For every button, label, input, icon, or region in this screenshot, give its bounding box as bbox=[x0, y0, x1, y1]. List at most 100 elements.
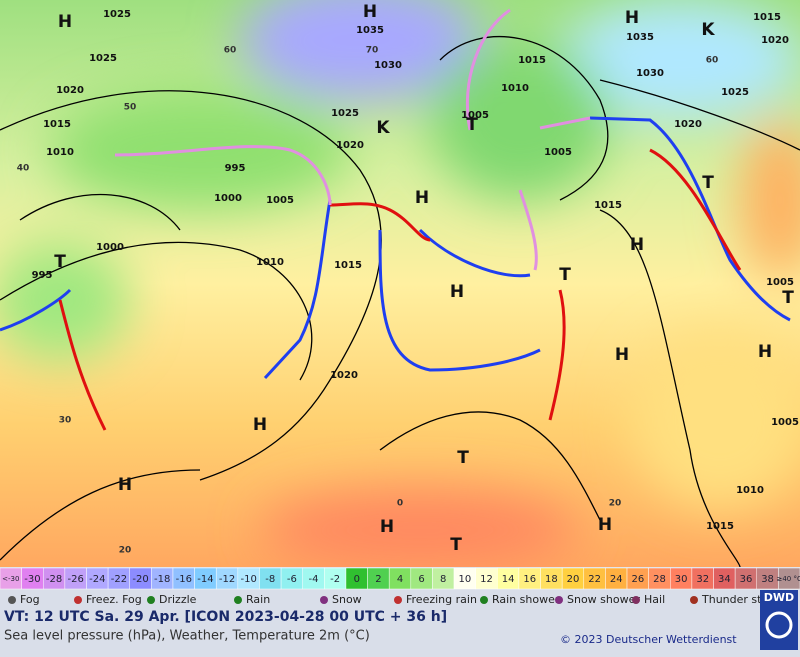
isobar-label: 1015 bbox=[594, 200, 622, 211]
isobar-label: 1015 bbox=[706, 521, 734, 532]
isobar-label: 1015 bbox=[334, 260, 362, 271]
isobar-label: 1020 bbox=[674, 119, 702, 130]
scale-label: -2 bbox=[330, 574, 340, 585]
pressure-center: H bbox=[363, 2, 377, 22]
scale-label: 34 bbox=[718, 574, 731, 585]
pressure-center: T bbox=[450, 535, 462, 555]
scale-label: 30 bbox=[675, 574, 688, 585]
isobar-label: 1000 bbox=[96, 242, 124, 253]
temperature-label: 20 bbox=[609, 499, 622, 509]
scale-label: -20 bbox=[132, 574, 148, 585]
isobar-label: 995 bbox=[225, 163, 246, 174]
scale-label: 22 bbox=[588, 574, 601, 585]
scale-label: 2 bbox=[375, 574, 381, 585]
scale-label: 28 bbox=[653, 574, 666, 585]
isobar-label: 1020 bbox=[761, 35, 789, 46]
scale-label: -12 bbox=[219, 574, 235, 585]
temperature-label: 60 bbox=[224, 46, 237, 56]
isobar-label: 1020 bbox=[330, 370, 358, 381]
temperature-label: 50 bbox=[124, 103, 137, 113]
scale-label: 20 bbox=[567, 574, 580, 585]
pressure-center: H bbox=[253, 415, 267, 435]
scale-label: <-30 bbox=[2, 575, 19, 583]
pressure-center: H bbox=[758, 342, 772, 362]
weather-symbol bbox=[480, 596, 488, 604]
isobar-label: 1005 bbox=[544, 147, 572, 158]
pressure-center: H bbox=[415, 188, 429, 208]
scale-label: 10 bbox=[458, 574, 471, 585]
pressure-center: T bbox=[457, 448, 469, 468]
weather-label: Rain bbox=[246, 593, 270, 606]
scale-label: ≥40 °C bbox=[776, 575, 800, 583]
isobar-label: 1025 bbox=[331, 108, 359, 119]
isobar-label: 1020 bbox=[336, 140, 364, 151]
temperature-label: 20 bbox=[119, 546, 132, 556]
pressure-center: H bbox=[615, 345, 629, 365]
logo-box bbox=[760, 590, 798, 650]
isobar-label: 1025 bbox=[89, 53, 117, 64]
isobar-label: 1010 bbox=[736, 485, 764, 496]
logo-mark bbox=[765, 611, 793, 639]
pressure-center: T bbox=[559, 265, 571, 285]
scale-label: 36 bbox=[740, 574, 753, 585]
logo: DWD bbox=[764, 591, 794, 604]
scale-label: 0 bbox=[354, 574, 360, 585]
pressure-center: K bbox=[376, 118, 390, 138]
pressure-center: H bbox=[58, 12, 72, 32]
weather-symbol bbox=[234, 596, 242, 604]
pressure-center: H bbox=[630, 235, 644, 255]
weather-label: Rain shower bbox=[492, 593, 560, 606]
scale-label: 16 bbox=[523, 574, 536, 585]
isobar-label: 1030 bbox=[636, 68, 664, 79]
isobar-label: 1010 bbox=[46, 147, 74, 158]
scale-label: 8 bbox=[440, 574, 446, 585]
weather-label: Fog bbox=[20, 593, 40, 606]
isobar-label: 1015 bbox=[43, 119, 71, 130]
isobar-label: 1030 bbox=[374, 60, 402, 71]
pressure-center: H bbox=[598, 515, 612, 535]
isobar-label: 1035 bbox=[626, 32, 654, 43]
valid-time: VT: 12 UTC Sa. 29 Apr. [ICON 2023-04-28 … bbox=[4, 609, 447, 625]
isobar-label: 1005 bbox=[266, 195, 294, 206]
pressure-center: T bbox=[702, 173, 714, 193]
isobar-label: 1035 bbox=[356, 25, 384, 36]
weather-symbol bbox=[690, 596, 698, 604]
scale-label: 32 bbox=[696, 574, 709, 585]
scale-label: -16 bbox=[176, 574, 192, 585]
scale-label: -6 bbox=[287, 574, 297, 585]
isobar-label: 1015 bbox=[753, 12, 781, 23]
scale-label: 18 bbox=[545, 574, 558, 585]
isobar-label: 1010 bbox=[256, 257, 284, 268]
weather-symbol bbox=[555, 596, 563, 604]
scale-label: -24 bbox=[89, 574, 105, 585]
weather-label: Freezing rain bbox=[406, 593, 477, 606]
scale-label: -26 bbox=[68, 574, 84, 585]
isobar-label: 1015 bbox=[518, 55, 546, 66]
isobar-label: 1010 bbox=[501, 83, 529, 94]
scale-label: -28 bbox=[46, 574, 62, 585]
temperature-label: 30 bbox=[59, 416, 72, 426]
temperature-label: 70 bbox=[366, 46, 379, 56]
scale-label: 38 bbox=[761, 574, 774, 585]
isobar-label: 1025 bbox=[721, 87, 749, 98]
weather-symbol bbox=[320, 596, 328, 604]
isobar-label: 1005 bbox=[771, 417, 799, 428]
scale-label: 14 bbox=[502, 574, 515, 585]
description: Sea level pressure (hPa), Weather, Tempe… bbox=[4, 629, 370, 644]
temperature-label: 40 bbox=[17, 164, 30, 174]
weather-label: Drizzle bbox=[159, 593, 197, 606]
weather-symbol bbox=[394, 596, 402, 604]
scale-label: 6 bbox=[418, 574, 424, 585]
scale-label: -18 bbox=[154, 574, 170, 585]
scale-label: 24 bbox=[610, 574, 623, 585]
isobars bbox=[0, 35, 800, 568]
isobar-label: 1025 bbox=[103, 9, 131, 20]
temperature-label: 60 bbox=[706, 56, 719, 66]
isobar-label: 1020 bbox=[56, 85, 84, 96]
weather-label: Freez. Fog bbox=[86, 593, 142, 606]
pressure-center: T bbox=[466, 115, 478, 135]
scale-label: -8 bbox=[265, 574, 275, 585]
pressure-center: T bbox=[782, 288, 794, 308]
pressure-center: K bbox=[701, 20, 715, 40]
